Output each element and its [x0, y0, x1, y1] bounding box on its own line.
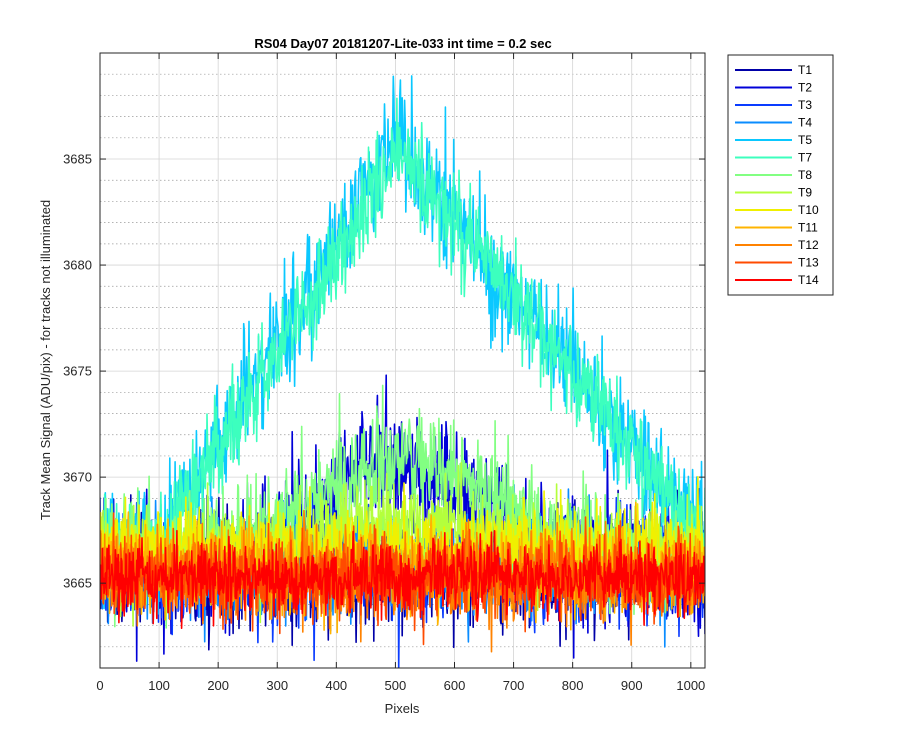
- legend-label-t7: T7: [798, 151, 812, 165]
- x-tick-label: 500: [385, 678, 407, 693]
- legend: T1 T2 T3 T4 T5 T7 T8 T9 T10 T11 T12 T13 T14: [727, 54, 834, 296]
- series-line-t14: [100, 529, 705, 629]
- chart-title: RS04 Day07 20181207-Lite-033 int time = …: [254, 36, 551, 51]
- plot-frame: [99, 52, 706, 669]
- legend-label-t2: T2: [798, 81, 812, 95]
- x-tick-label: 100: [148, 678, 170, 693]
- legend-label-t3: T3: [798, 98, 812, 112]
- legend-label-t12: T12: [798, 238, 819, 252]
- x-tick-label: 400: [325, 678, 347, 693]
- legend-label-t10: T10: [798, 203, 819, 217]
- y-tick-label: 3670: [63, 470, 92, 485]
- y-tick-label: 3675: [63, 364, 92, 379]
- x-axis-label: Pixels: [385, 701, 420, 716]
- legend-label-t9: T9: [798, 186, 812, 200]
- legend-label-t5: T5: [798, 133, 812, 147]
- legend-entries: T1 T2 T3 T4 T5 T7 T8 T9 T10 T11 T12 T13 T14: [735, 63, 819, 287]
- series-line-t5: [100, 75, 705, 615]
- x-tick-label: 0: [96, 678, 103, 693]
- x-tick-label: 700: [503, 678, 525, 693]
- x-tick-label: 800: [562, 678, 584, 693]
- legend-label-t11: T11: [798, 221, 818, 235]
- y-tick-label: 3685: [63, 152, 92, 167]
- y-tick-label: 3680: [63, 258, 92, 273]
- y-axis-label: Track Mean Signal (ADU/pix) - for tracks…: [38, 200, 53, 520]
- x-tick-label: 200: [207, 678, 229, 693]
- x-tick-label: 600: [444, 678, 466, 693]
- plot-area: 0 100 200 300 400 500 600 700 800 900 1000 3665 3670…: [63, 52, 706, 693]
- legend-label-t4: T4: [798, 116, 812, 130]
- legend-label-t13: T13: [798, 256, 819, 270]
- legend-label-t1: T1: [798, 63, 812, 77]
- legend-label-t8: T8: [798, 168, 812, 182]
- y-tick-label: 3665: [63, 576, 92, 591]
- x-tick-label: 300: [266, 678, 288, 693]
- x-tick-label: 900: [621, 678, 643, 693]
- ticks: 0 100 200 300 400 500 600 700 800 900 1000 3665 3670…: [63, 53, 705, 693]
- legend-label-t14: T14: [798, 273, 819, 287]
- series-lines: [100, 75, 705, 668]
- x-tick-label: 1000: [676, 678, 705, 693]
- series-line-t7: [100, 97, 705, 596]
